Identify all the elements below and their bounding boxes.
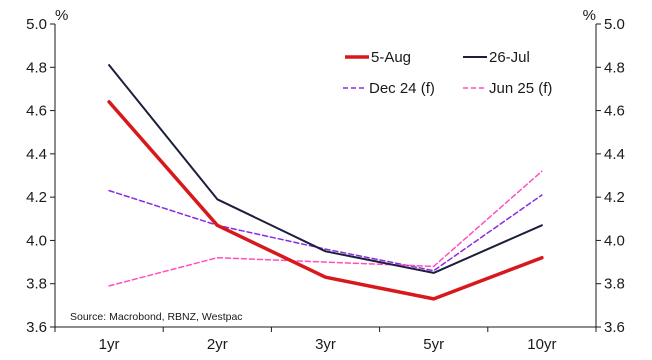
y-tick-label-right: 4.4	[604, 146, 625, 163]
y-tick-label-left: 3.8	[26, 276, 47, 293]
legend-label: 26-Jul	[489, 49, 530, 66]
series-line	[107, 100, 544, 301]
series-line	[108, 64, 543, 274]
y-tick-label-left: 5.0	[26, 16, 47, 33]
y-tick-label-left: 4.0	[26, 232, 47, 249]
y-tick-label-right: 4.6	[604, 103, 625, 120]
y-tick-label-left: 4.2	[26, 189, 47, 206]
y-tick-label-right: 4.0	[604, 232, 625, 249]
y-tick-label-right: 4.8	[604, 59, 625, 76]
y-units: % %	[55, 7, 596, 24]
legend-label: Jun 25 (f)	[489, 80, 552, 97]
y-tick-label-right: 3.6	[604, 319, 625, 336]
legend-label: 5-Aug	[371, 49, 411, 66]
axes: 3.6 3.6 3.8 3.8 4.0 4.0 4.2 4.2 4.4 4.4 4.6 4.6 4.8 4…	[26, 16, 625, 353]
legend-label: Dec 24 (f)	[369, 80, 435, 97]
series-line	[108, 170, 543, 287]
x-tick-label: 3yr	[315, 336, 336, 353]
y-tick-label-right: 5.0	[604, 16, 625, 33]
y-tick-label-left: 4.6	[26, 103, 47, 120]
legend: 5-Aug 26-Jul Dec 24 (f) Jun 25 (f)	[343, 49, 552, 97]
source-note: Source: Macrobond, RBNZ, Westpac	[70, 311, 243, 323]
series-line	[108, 189, 543, 272]
y-tick-label-right: 3.8	[604, 276, 625, 293]
y-unit-right: %	[583, 7, 596, 24]
y-tick-label-left: 3.6	[26, 319, 47, 336]
y-tick-label-right: 4.2	[604, 189, 625, 206]
series-layer	[107, 64, 544, 301]
x-tick-label: 5yr	[423, 336, 444, 353]
y-unit-left: %	[55, 7, 68, 24]
y-tick-label-left: 4.8	[26, 59, 47, 76]
x-tick-label: 1yr	[99, 336, 120, 353]
x-tick-label: 2yr	[207, 336, 228, 353]
x-tick-label: 10yr	[527, 336, 556, 353]
y-tick-label-left: 4.4	[26, 146, 47, 163]
